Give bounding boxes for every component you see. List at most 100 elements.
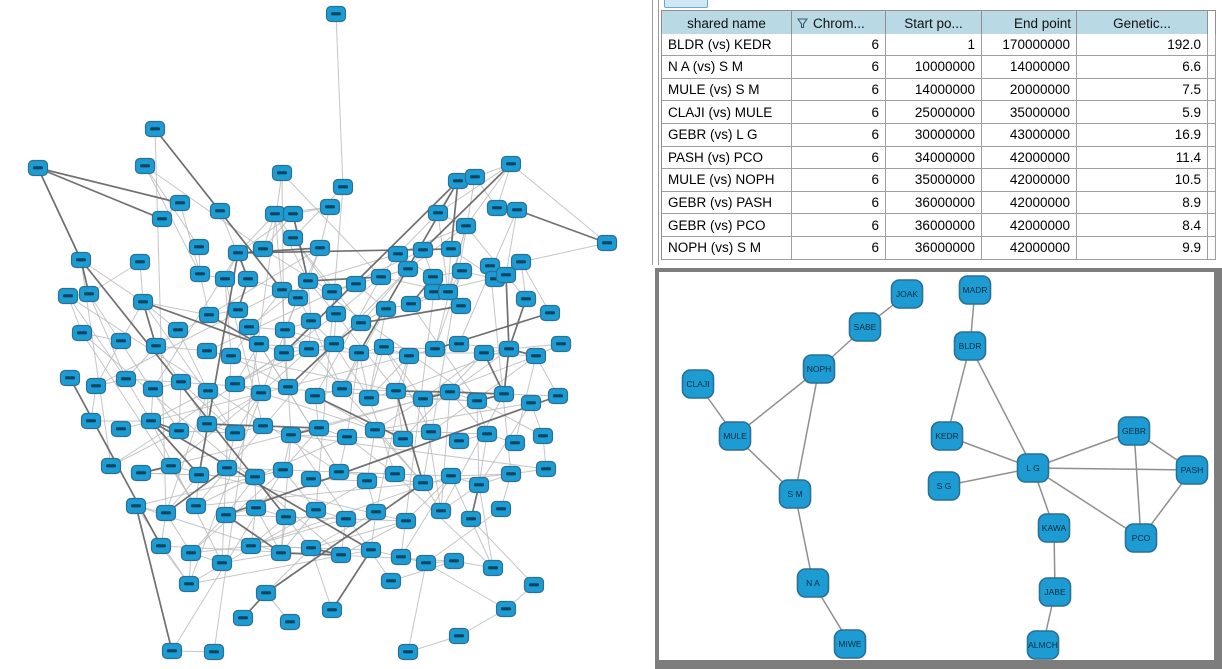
table-cell[interactable]: 8.4 — [1077, 214, 1208, 237]
network-node[interactable] — [493, 385, 515, 403]
network-node[interactable] — [264, 205, 286, 223]
network-node[interactable] — [220, 347, 242, 365]
network-node[interactable] — [279, 613, 301, 631]
table-cell[interactable]: 6 — [792, 101, 886, 124]
network-node[interactable] — [167, 321, 189, 339]
network-node[interactable] — [125, 497, 147, 515]
network-node[interactable] — [430, 502, 452, 520]
table-cell[interactable]: 30000000 — [886, 123, 982, 147]
network-node-pco[interactable]: PCO — [1124, 523, 1158, 553]
network-node-bldr[interactable]: BLDR — [953, 331, 987, 361]
table-cell[interactable]: 35000000 — [886, 169, 982, 192]
network-node[interactable] — [336, 428, 358, 446]
table-cell[interactable]: 35000000 — [982, 101, 1077, 124]
table-cell[interactable]: BLDR (vs) KEDR — [662, 33, 792, 57]
network-node[interactable] — [525, 347, 547, 365]
network-node[interactable] — [308, 419, 330, 437]
network-node[interactable] — [420, 423, 442, 441]
network-node-jabe[interactable]: JABE — [1038, 577, 1072, 607]
table-cell[interactable]: 36000000 — [886, 214, 982, 237]
network-node[interactable] — [150, 537, 172, 555]
network-node[interactable] — [134, 157, 156, 175]
network-node[interactable] — [325, 305, 347, 323]
network-node[interactable] — [448, 432, 470, 450]
network-node[interactable] — [275, 508, 297, 526]
table-cell[interactable]: 42000000 — [982, 236, 1077, 260]
table-cell[interactable]: 25000000 — [886, 101, 982, 124]
table-cell[interactable]: 11.4 — [1077, 146, 1208, 170]
network-node[interactable] — [387, 245, 409, 263]
network-node[interactable] — [169, 194, 191, 212]
table-cell[interactable]: 6 — [792, 214, 886, 237]
network-node[interactable] — [185, 497, 207, 515]
network-node[interactable] — [238, 318, 260, 336]
network-node[interactable] — [373, 338, 395, 356]
network-node[interactable] — [398, 347, 420, 365]
network-node-sm[interactable]: S M — [778, 479, 812, 509]
table-cell[interactable]: 42000000 — [982, 214, 1077, 237]
network-node-kedr[interactable]: KEDR — [930, 421, 964, 451]
network-node[interactable] — [189, 265, 211, 283]
network-node[interactable] — [273, 344, 295, 362]
network-node[interactable] — [380, 572, 402, 590]
network-node-pash[interactable]: PASH — [1175, 455, 1209, 485]
network-node[interactable] — [319, 198, 341, 216]
network-node[interactable] — [287, 289, 309, 307]
network-node[interactable] — [240, 537, 262, 555]
network-node[interactable] — [348, 344, 370, 362]
table-cell[interactable]: GEBR (vs) PCO — [662, 214, 792, 237]
network-node[interactable] — [515, 290, 537, 308]
network-node[interactable] — [196, 415, 218, 433]
network-node-madr[interactable]: MADR — [958, 275, 992, 305]
table-scrollbar-track[interactable] — [1208, 101, 1216, 124]
table-cell[interactable]: 170000000 — [982, 33, 1077, 57]
table-cell[interactable]: 42000000 — [982, 169, 1077, 192]
network-node[interactable] — [151, 210, 173, 228]
network-node[interactable] — [323, 335, 345, 353]
network-node[interactable] — [272, 461, 294, 479]
network-node[interactable] — [298, 340, 320, 358]
network-node[interactable] — [215, 506, 237, 524]
network-node[interactable] — [211, 554, 233, 572]
network-node[interactable] — [447, 172, 469, 190]
table-cell[interactable]: 36000000 — [886, 236, 982, 260]
network-node[interactable] — [325, 5, 347, 23]
network-node[interactable] — [129, 253, 151, 271]
network-node[interactable] — [476, 425, 498, 443]
table-cell[interactable]: 34000000 — [886, 146, 982, 170]
network-node[interactable] — [596, 234, 618, 252]
network-node[interactable] — [237, 270, 259, 288]
network-node[interactable] — [358, 389, 380, 407]
network-node[interactable] — [170, 373, 192, 391]
overview-network-canvas[interactable] — [0, 0, 650, 669]
network-node[interactable] — [532, 427, 554, 445]
network-node[interactable] — [427, 204, 449, 222]
table-cell[interactable]: 6 — [792, 146, 886, 170]
network-node[interactable] — [280, 426, 302, 444]
network-node[interactable] — [245, 499, 267, 517]
network-node[interactable] — [203, 643, 225, 661]
network-node[interactable] — [297, 272, 319, 290]
network-node[interactable] — [479, 257, 501, 275]
network-node[interactable] — [250, 384, 272, 402]
network-node[interactable] — [197, 382, 219, 400]
table-cell[interactable]: 6 — [792, 56, 886, 79]
network-node[interactable] — [300, 539, 322, 557]
network-node[interactable] — [397, 260, 419, 278]
network-node[interactable] — [100, 457, 122, 475]
network-node[interactable] — [392, 430, 414, 448]
network-node[interactable] — [178, 575, 200, 593]
column-header-chrom[interactable]: Chrom... — [792, 11, 886, 37]
network-node[interactable] — [523, 576, 545, 594]
network-node[interactable] — [224, 375, 246, 393]
network-node[interactable] — [450, 297, 472, 315]
network-node-noph[interactable]: NOPH — [802, 354, 836, 384]
table-cell[interactable]: 6 — [792, 78, 886, 102]
table-cell[interactable]: GEBR (vs) PASH — [662, 191, 792, 215]
network-node[interactable] — [59, 369, 81, 387]
network-node-gebr[interactable]: GEBR — [1117, 416, 1151, 446]
table-cell[interactable]: 14000000 — [982, 56, 1077, 79]
network-node[interactable] — [80, 412, 102, 430]
table-cell[interactable]: 6.6 — [1077, 56, 1208, 79]
network-node[interactable] — [282, 205, 304, 223]
